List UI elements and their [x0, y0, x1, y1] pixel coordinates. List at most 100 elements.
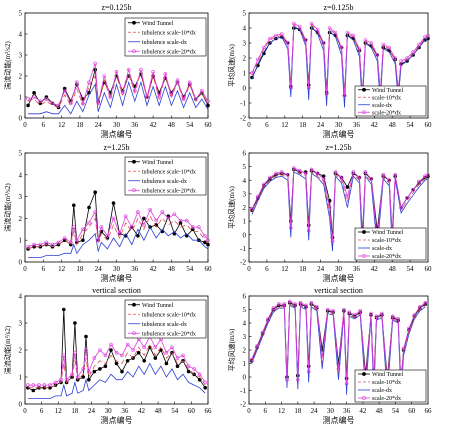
- data-point: [423, 174, 427, 178]
- data-point: [42, 383, 47, 387]
- data-point: [412, 313, 417, 317]
- y-tick-label: 5: [19, 10, 23, 18]
- x-tick-label: 30: [113, 121, 121, 129]
- y-tick-label: 2: [19, 215, 23, 223]
- data-point: [48, 383, 52, 387]
- data-point: [396, 317, 401, 321]
- data-point: [380, 311, 384, 316]
- data-point: [345, 185, 350, 189]
- data-point: [93, 210, 97, 214]
- legend-marker: [362, 110, 366, 115]
- data-point: [297, 168, 302, 173]
- y-tick-label: -2: [240, 259, 246, 267]
- x-tick-label: 30: [105, 407, 113, 415]
- data-point: [37, 383, 41, 387]
- data-point: [192, 367, 196, 371]
- data-point: [304, 303, 308, 308]
- data-point: [142, 216, 146, 221]
- data-point: [31, 388, 36, 393]
- data-point: [44, 97, 49, 101]
- data-point: [38, 99, 43, 103]
- data-point: [342, 307, 346, 312]
- chart-title: vertical section: [92, 286, 141, 295]
- x-tick-label: 12: [281, 121, 289, 129]
- data-point: [321, 41, 326, 45]
- legend-box: [124, 156, 207, 196]
- data-point: [75, 80, 79, 85]
- data-point: [347, 310, 352, 315]
- x-tick-label: 24: [88, 407, 96, 415]
- data-point: [357, 175, 362, 180]
- legend-entry: scale-dx: [372, 388, 392, 394]
- data-point: [288, 226, 293, 230]
- data-point: [405, 56, 409, 60]
- data-point: [345, 194, 350, 199]
- data-point: [164, 350, 169, 355]
- data-point: [120, 353, 124, 358]
- legend-box: [124, 299, 207, 339]
- data-point: [306, 369, 311, 374]
- x-tick-label: 36: [353, 265, 361, 273]
- data-point: [249, 357, 254, 362]
- x-axis-label: 测点编号: [101, 415, 133, 425]
- legend-entry: scale-10*dx: [372, 95, 401, 101]
- x-tick-label: 42: [371, 265, 379, 273]
- x-tick-label: 24: [311, 407, 319, 415]
- data-point: [70, 372, 74, 377]
- data-point: [32, 91, 36, 95]
- data-point: [309, 167, 314, 172]
- data-point: [262, 182, 266, 187]
- data-point: [287, 299, 292, 304]
- y-axis-label: 平均风速(m/s): [227, 328, 236, 371]
- data-point: [153, 356, 158, 360]
- y-tick-label: 0: [19, 115, 23, 123]
- legend-entry: tubulence scale-dx: [142, 179, 187, 185]
- legend-entry: tubulence scale-10*dx: [142, 169, 196, 175]
- y-tick-label: -1: [240, 100, 246, 108]
- chart-title: z=1.25b: [325, 143, 351, 152]
- legend-entry: scale-dx: [372, 103, 392, 109]
- data-point: [105, 234, 110, 238]
- data-point: [81, 375, 85, 379]
- data-point: [369, 177, 374, 181]
- series-line-4: [27, 335, 206, 386]
- x-tick-label: 6: [265, 265, 269, 273]
- data-point: [114, 70, 119, 74]
- data-point: [339, 175, 344, 180]
- data-point: [75, 375, 80, 379]
- series-line-4: [27, 63, 209, 106]
- y-tick-label: -2: [240, 401, 246, 409]
- data-point: [111, 201, 116, 205]
- data-point: [274, 171, 278, 176]
- chart-title: z=0.125b: [323, 3, 353, 12]
- data-point: [426, 173, 430, 177]
- data-point: [32, 242, 36, 247]
- y-tick-label: 3: [19, 320, 23, 328]
- legend-entry: tubulence scale-20*dx: [142, 331, 196, 337]
- data-point: [197, 225, 201, 229]
- x-tick-label: 60: [425, 121, 433, 129]
- x-tick-label: 36: [343, 407, 351, 415]
- y-tick-label: 2: [19, 73, 23, 81]
- data-point: [111, 216, 116, 221]
- data-point: [250, 207, 254, 211]
- data-point: [87, 369, 91, 374]
- legend-marker: [362, 230, 366, 234]
- legend-marker: [132, 159, 136, 164]
- y-tick-label: 1: [19, 94, 23, 102]
- data-point: [411, 50, 415, 54]
- data-point: [136, 350, 141, 355]
- series-line-4: [251, 22, 429, 96]
- data-point: [130, 225, 134, 229]
- chart-title: vertical section: [314, 286, 363, 295]
- data-point: [387, 178, 392, 183]
- legend-entry: Wind Tunnel: [142, 21, 174, 27]
- legend-entry: tubulence scale-dx: [142, 322, 187, 328]
- data-point: [114, 350, 119, 355]
- data-point: [81, 227, 85, 232]
- data-point: [175, 364, 180, 369]
- y-tick-label: 2: [243, 204, 247, 212]
- y-tick-label: 3: [19, 193, 23, 201]
- legend-marker: [132, 331, 136, 336]
